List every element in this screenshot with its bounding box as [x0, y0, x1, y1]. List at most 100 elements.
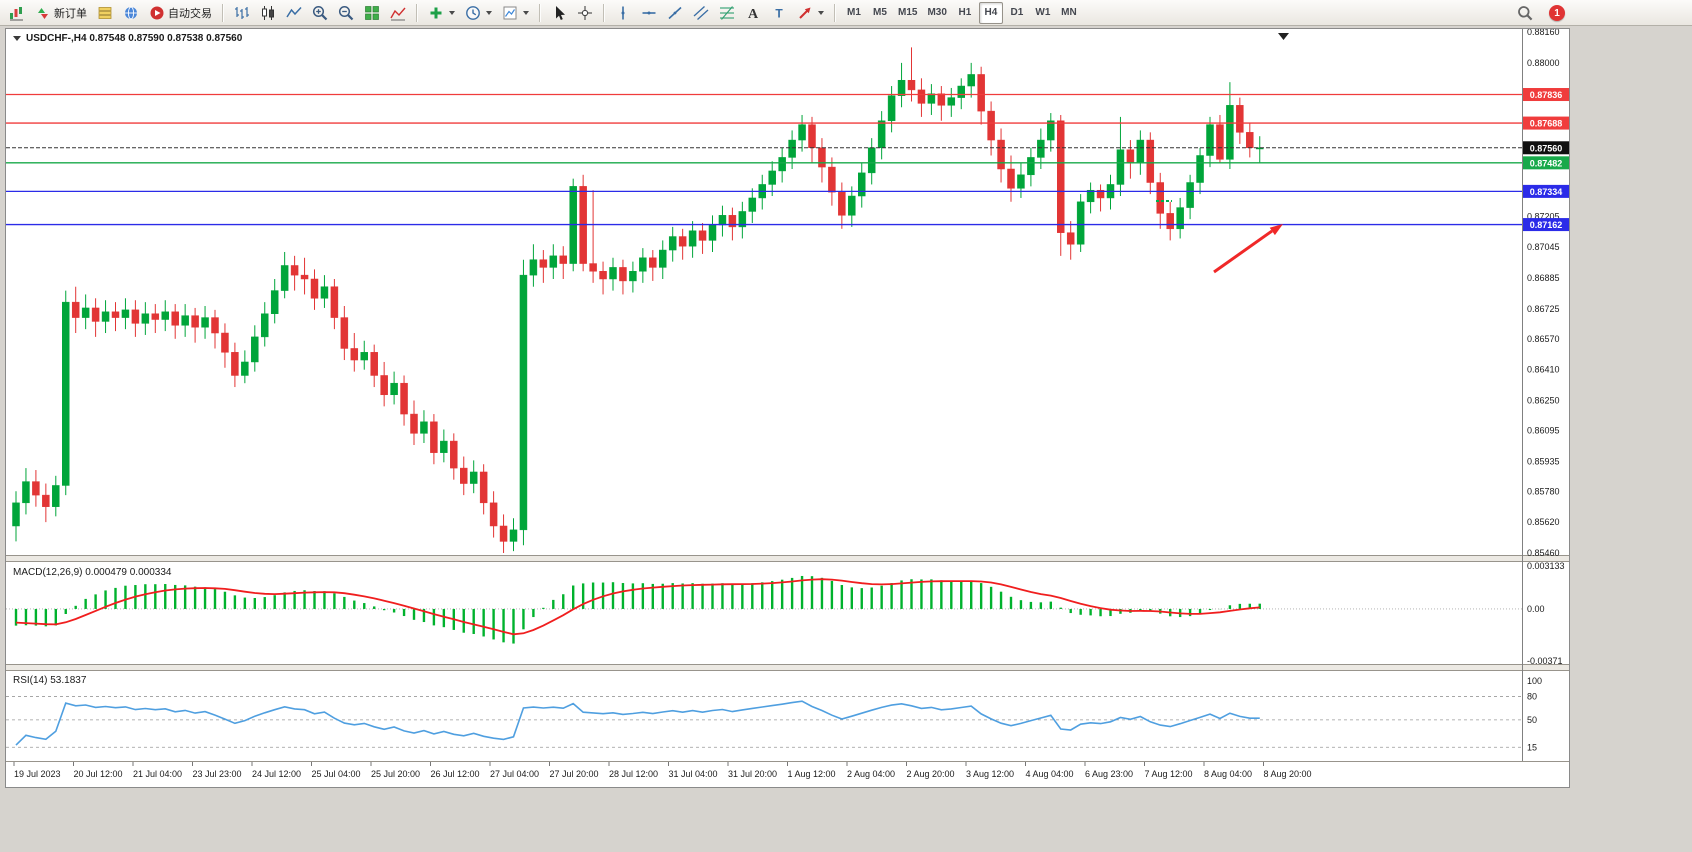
- timeframe-M5-label: M5: [873, 7, 887, 18]
- svg-text:0.86410: 0.86410: [1527, 365, 1560, 375]
- cursor-tool-button[interactable]: [547, 2, 571, 24]
- auto-trading-button[interactable]: 自动交易: [145, 2, 216, 24]
- chevron-down-icon: [449, 10, 455, 15]
- add-indicator-button[interactable]: [424, 2, 459, 24]
- svg-text:27 Jul 20:00: 27 Jul 20:00: [550, 769, 599, 779]
- toolbar-separator: [834, 3, 836, 22]
- rsi-line: [15, 700, 1260, 746]
- crosshair-tool-button[interactable]: [573, 2, 597, 24]
- auto-trading-label: 自动交易: [168, 7, 212, 20]
- arrows-tool-button[interactable]: [793, 2, 828, 24]
- rsi-pane: 100 80 50 15: [6, 676, 1542, 752]
- timeframe-MN-button[interactable]: MN: [1057, 2, 1081, 24]
- svg-text:80: 80: [1527, 691, 1537, 701]
- trendline-tool-button[interactable]: [663, 2, 687, 24]
- notification-badge[interactable]: 1: [1549, 5, 1565, 21]
- chart-canvas[interactable]: 0.88160 0.88000 0.87205 0.87045 0.86885 0.867…: [6, 29, 1569, 787]
- horizontal-line-tool-button[interactable]: [637, 2, 661, 24]
- bars-icon: [234, 5, 250, 21]
- timeframe-M30-label: M30: [927, 7, 947, 18]
- fibonacci-tool-button[interactable]: [715, 2, 739, 24]
- line-chart-mode-button[interactable]: [282, 2, 306, 24]
- channel-icon: [693, 5, 709, 21]
- timeframe-M30-button[interactable]: M30: [923, 2, 950, 24]
- tile-windows-button[interactable]: [360, 2, 384, 24]
- svg-text:0.86885: 0.86885: [1527, 273, 1560, 283]
- text-tool-button[interactable]: A: [741, 2, 765, 24]
- zoom-out-button[interactable]: [334, 2, 358, 24]
- indicators-list-button[interactable]: [386, 2, 410, 24]
- svg-text:31 Jul 20:00: 31 Jul 20:00: [728, 769, 777, 779]
- svg-text:23 Jul 23:00: 23 Jul 23:00: [193, 769, 242, 779]
- svg-text:2 Aug 04:00: 2 Aug 04:00: [847, 769, 895, 779]
- toolbar-items: 新订单 自动交易 A T M1 M5 M15 M30 H1 H4 D1 W1 MN: [4, 0, 1082, 25]
- svg-text:0.87334: 0.87334: [1530, 187, 1563, 197]
- svg-text:31 Jul 04:00: 31 Jul 04:00: [669, 769, 718, 779]
- pane-separator[interactable]: [6, 555, 1569, 562]
- zoom-in-button[interactable]: [308, 2, 332, 24]
- macd-label: MACD(12,26,9) 0.000479 0.000334: [13, 567, 172, 578]
- tile-icon: [364, 5, 380, 21]
- svg-text:0.86725: 0.86725: [1527, 304, 1560, 314]
- channel-tool-button[interactable]: [689, 2, 713, 24]
- collapse-arrow-icon[interactable]: [13, 36, 21, 41]
- search-button[interactable]: [1509, 1, 1541, 25]
- timeframe-M1-button[interactable]: M1: [842, 2, 866, 24]
- layers-icon: [97, 5, 113, 21]
- svg-text:0.86250: 0.86250: [1527, 396, 1560, 406]
- profiles-button[interactable]: [93, 2, 117, 24]
- svg-text:4 Aug 04:00: 4 Aug 04:00: [1026, 769, 1074, 779]
- label-tool-button[interactable]: T: [767, 2, 791, 24]
- chevron-down-icon: [818, 10, 824, 15]
- svg-text:0.85460: 0.85460: [1527, 548, 1560, 558]
- periods-button[interactable]: [461, 2, 496, 24]
- timeframe-H4-button[interactable]: H4: [978, 1, 1003, 24]
- svg-text:0.86570: 0.86570: [1527, 334, 1560, 344]
- hline-price-label: [1523, 116, 1569, 130]
- timeframe-M5-button[interactable]: M5: [868, 2, 892, 24]
- plus-green-icon: [428, 5, 444, 21]
- svg-text:0.003133: 0.003133: [1527, 561, 1565, 571]
- svg-text:0.87162: 0.87162: [1530, 220, 1563, 230]
- timeframe-W1-button[interactable]: W1: [1031, 2, 1055, 24]
- chart-window: 0.88160 0.88000 0.87205 0.87045 0.86885 0.867…: [5, 28, 1570, 788]
- time-axis[interactable]: 19 Jul 2023 20 Jul 12:00 21 Jul 04:00 23 Ju…: [13, 762, 1312, 779]
- svg-text:25 Jul 20:00: 25 Jul 20:00: [371, 769, 420, 779]
- pane-separator[interactable]: [6, 664, 1569, 671]
- svg-text:0.00: 0.00: [1527, 604, 1545, 614]
- vertical-line-tool-button[interactable]: [611, 2, 635, 24]
- symbol-ohlc-text: USDCHF-,H4 0.87548 0.87590 0.87538 0.875…: [26, 33, 243, 44]
- svg-text:0.87836: 0.87836: [1530, 90, 1563, 100]
- svg-text:15: 15: [1527, 742, 1537, 752]
- hline-icon: [641, 5, 657, 21]
- svg-text:0.87205: 0.87205: [1527, 211, 1560, 221]
- chart-shift-marker[interactable]: [1278, 33, 1289, 40]
- red-arrow-annotation[interactable]: [1213, 229, 1273, 274]
- timeframe-W1-label: W1: [1035, 7, 1051, 18]
- chevron-down-icon: [523, 10, 529, 15]
- svg-text:0.86095: 0.86095: [1527, 425, 1560, 435]
- timeframe-H1-button[interactable]: H1: [953, 2, 977, 24]
- candlestick-mode-button[interactable]: [256, 2, 280, 24]
- hline-price-label: [1523, 218, 1569, 232]
- templates-button[interactable]: [498, 2, 533, 24]
- macd-pane: 0.003133 0.00 -0.00371: [6, 561, 1565, 666]
- svg-text:0.85620: 0.85620: [1527, 517, 1560, 527]
- new-order-button[interactable]: 新订单: [31, 2, 91, 24]
- svg-text:0.87482: 0.87482: [1530, 158, 1563, 168]
- timeframe-MN-label: MN: [1061, 7, 1077, 18]
- clock-icon: [465, 5, 481, 21]
- new-chart-button[interactable]: [5, 2, 29, 24]
- bar-chart-mode-button[interactable]: [230, 2, 254, 24]
- red-arrow-head[interactable]: [1269, 224, 1283, 236]
- zoom-out-icon: [338, 5, 354, 21]
- timeframe-M15-label: M15: [898, 7, 918, 18]
- toolbar-right-cluster: 1: [1508, 2, 1565, 24]
- timeframe-M15-button[interactable]: M15: [894, 2, 921, 24]
- hline-price-label: [1523, 156, 1569, 170]
- market-watch-button[interactable]: [119, 2, 143, 24]
- chevron-down-icon: [486, 10, 492, 15]
- arrow-shape-icon: [797, 5, 813, 21]
- timeframe-D1-button[interactable]: D1: [1005, 2, 1029, 24]
- chart-symbol-header[interactable]: USDCHF-,H4 0.87548 0.87590 0.87538 0.875…: [13, 33, 242, 44]
